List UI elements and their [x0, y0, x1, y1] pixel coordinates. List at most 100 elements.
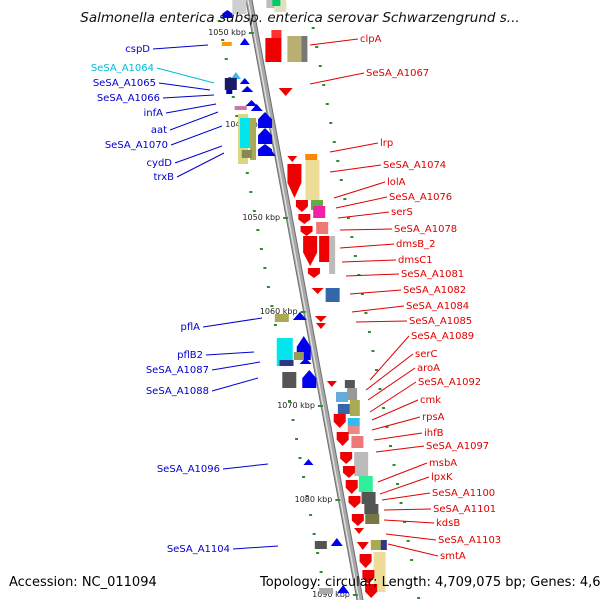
gene-feature — [359, 554, 372, 568]
gene-feature — [347, 426, 360, 434]
tick-mark-left — [256, 229, 260, 231]
gene-feature — [292, 312, 307, 320]
tick-mark-right — [364, 312, 368, 314]
scale-label: 1090 kbp — [312, 590, 350, 599]
tick-mark-right — [374, 369, 378, 371]
gene-feature — [333, 414, 346, 428]
gene-label-forward: lrp — [380, 138, 393, 149]
scale-tick — [248, 32, 254, 34]
tick-mark-right — [311, 27, 315, 29]
gene-label-forward: SeSA_A1076 — [389, 192, 452, 203]
leader-line — [222, 463, 269, 470]
leader-line — [170, 125, 223, 146]
accession-text: Accession: NC_011094 — [9, 575, 157, 590]
leader-line — [156, 67, 215, 84]
gene-feature — [295, 200, 308, 212]
gene-label-forward: SeSA_A1074 — [383, 160, 446, 171]
leader-line — [371, 416, 421, 431]
leader-line — [337, 211, 390, 219]
gene-label-forward: ihfB — [424, 428, 444, 439]
leader-line — [369, 381, 417, 413]
gene-feature — [380, 540, 387, 550]
gene-feature — [336, 432, 349, 446]
leader-line — [369, 335, 410, 381]
genome-title: Salmonella enterica subsp. enterica sero… — [80, 10, 520, 26]
gene-feature — [336, 392, 348, 402]
tick-mark-left — [235, 115, 239, 117]
scale-label: 1050 kbp — [242, 213, 280, 222]
gene-feature — [330, 538, 343, 546]
tick-mark-right — [350, 236, 354, 238]
scale-tick — [352, 594, 358, 596]
gene-feature — [314, 541, 327, 549]
tick-mark-right — [343, 198, 347, 200]
tick-mark-left — [252, 210, 256, 212]
scale-tick — [317, 405, 323, 407]
gene-label-reverse: trxB — [153, 172, 174, 183]
gene-feature — [240, 118, 251, 148]
gene-feature — [347, 418, 360, 426]
gene-feature — [349, 400, 360, 416]
tick-mark-right — [385, 426, 389, 428]
tick-mark-right — [413, 578, 417, 580]
gene-feature — [276, 338, 293, 366]
gene-feature — [329, 236, 336, 274]
gene-feature — [365, 514, 380, 524]
gene-feature — [314, 316, 327, 322]
tick-mark-left — [302, 476, 306, 478]
gene-feature — [250, 118, 257, 160]
leader-line — [205, 351, 255, 356]
gene-feature — [241, 150, 252, 158]
gene-feature — [307, 268, 320, 278]
gene-feature — [226, 90, 233, 94]
backbone-line — [246, 0, 363, 600]
gene-label-forward: SeSA_A1067 — [366, 68, 429, 79]
leader-line — [333, 181, 386, 199]
tick-mark-left — [270, 305, 274, 307]
gene-feature — [354, 452, 369, 476]
tick-mark-left — [217, 20, 221, 22]
gene-label-reverse: SeSA_A1088 — [146, 386, 209, 397]
scale-label: 1050 kbp — [208, 28, 246, 37]
gene-feature — [258, 112, 273, 128]
tick-mark-left — [263, 267, 267, 269]
gene-label-reverse: SeSA_A1066 — [97, 93, 160, 104]
scale-label: 1060 kbp — [260, 307, 298, 316]
gene-feature — [316, 222, 329, 234]
gene-feature — [337, 585, 350, 593]
gene-label-reverse: SeSA_A1104 — [167, 544, 230, 555]
gene-feature — [271, 30, 282, 38]
gene-feature — [311, 200, 323, 210]
tick-mark-right — [410, 559, 414, 561]
leader-line — [377, 462, 428, 483]
gene-feature — [293, 352, 304, 360]
gene-feature — [279, 360, 294, 366]
gene-feature — [313, 206, 326, 218]
tick-mark-right — [396, 483, 400, 485]
leader-line — [169, 111, 219, 131]
tick-mark-left — [221, 39, 225, 41]
gene-label-forward: SeSA_A1100 — [432, 488, 495, 499]
tick-mark-left — [312, 533, 316, 535]
scale-tick — [300, 311, 306, 313]
feature-block — [266, 0, 277, 8]
leader-line — [158, 82, 211, 91]
gene-feature — [263, 148, 276, 156]
gene-feature — [245, 100, 258, 106]
gene-feature — [315, 323, 326, 329]
leader-line — [211, 361, 261, 371]
tick-mark-left — [309, 514, 313, 516]
feature-block — [272, 0, 281, 6]
tick-mark-right — [371, 350, 375, 352]
gene-label-forward: dmsC1 — [398, 255, 433, 266]
gene-feature — [239, 78, 250, 84]
scale-label: 1080 kbp — [295, 495, 333, 504]
leader-line — [165, 103, 217, 114]
leader-line — [176, 152, 225, 178]
gene-label-reverse: SeSA_A1064 — [91, 63, 154, 74]
gene-feature — [305, 154, 318, 160]
tick-mark-right — [392, 464, 396, 466]
gene-feature — [299, 358, 312, 364]
gene-feature — [300, 226, 313, 236]
